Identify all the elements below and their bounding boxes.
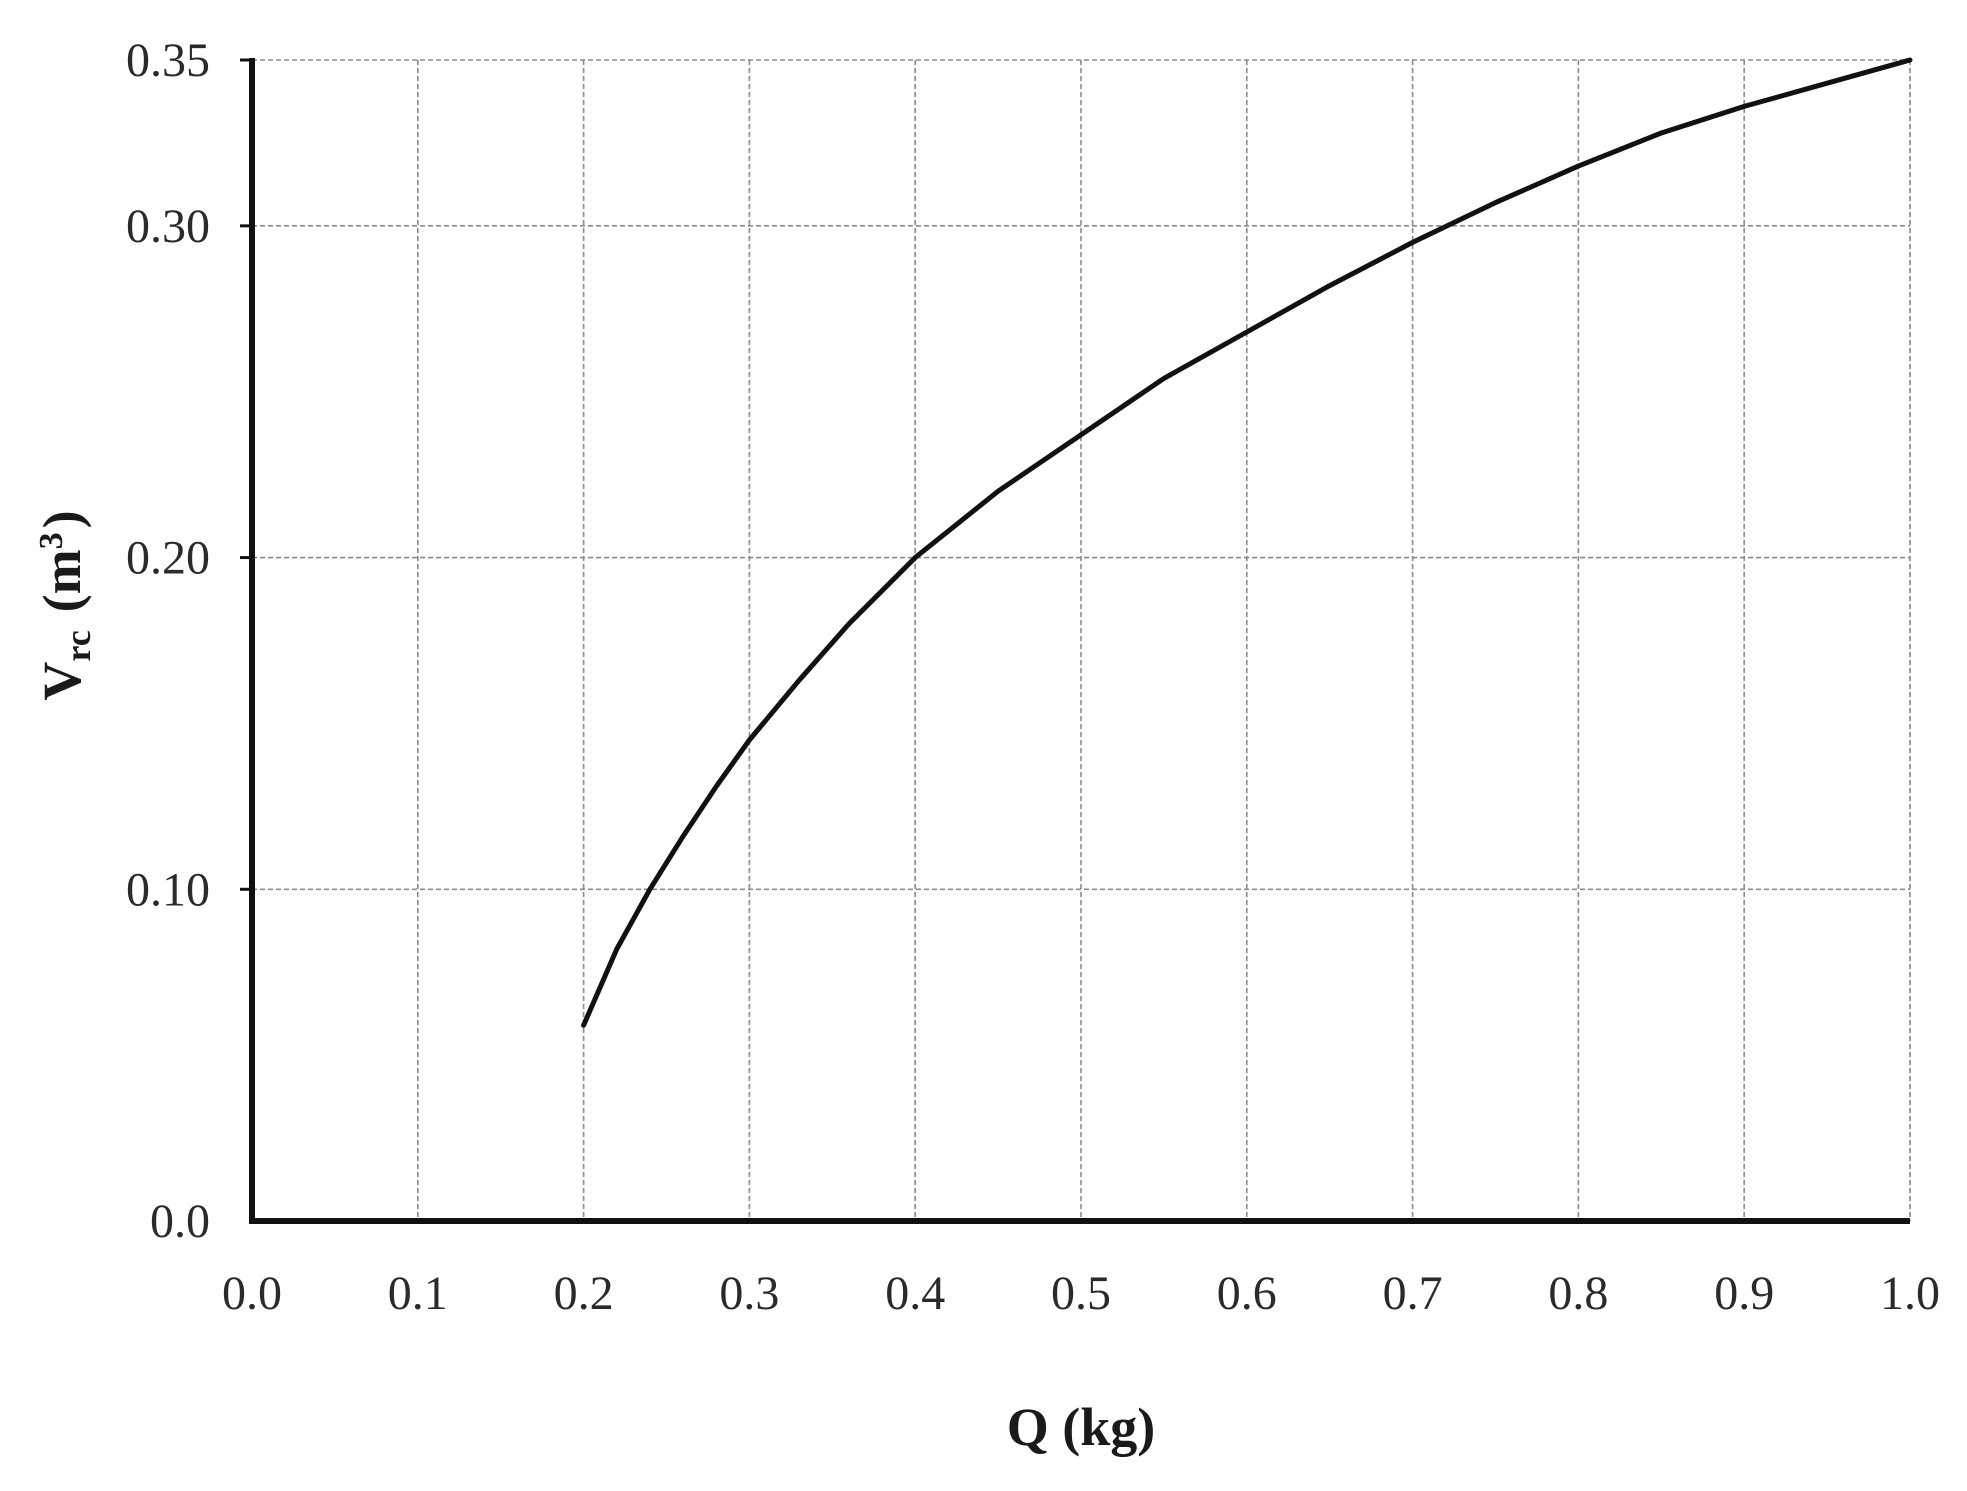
data-series-line: [581, 57, 1913, 1028]
x-tick-label: 0.8: [1548, 1267, 1608, 1320]
y-axis-title-subscript: rc: [58, 630, 98, 661]
x-tick-label: 0.9: [1714, 1267, 1774, 1320]
grid: [252, 59, 1911, 1221]
y-axis-title-main: V: [32, 662, 92, 701]
y-tick-label: 0.0: [150, 1195, 210, 1248]
x-tick-label: 0.0: [222, 1267, 282, 1320]
x-tick-label: 0.4: [885, 1267, 945, 1320]
y-tick-labels: 0.0 0.10 0.20 0.30 0.35: [126, 34, 210, 1248]
x-tick-label: 0.6: [1217, 1267, 1277, 1320]
x-tick-label: 0.7: [1383, 1267, 1443, 1320]
series-layer: [581, 57, 1913, 1028]
y-axis-title: Vrc (m3): [32, 510, 98, 700]
y-tick-label: 0.30: [126, 200, 210, 253]
y-axis-title-unit-open: (m: [32, 549, 92, 612]
y-axis-title-superscript: 3: [33, 532, 70, 549]
y-tick-label: 0.10: [126, 863, 210, 916]
x-tick-labels: 0.0 0.1 0.2 0.3 0.4 0.5 0.6 0.7 0.8 0.9 1.0: [222, 1267, 1940, 1320]
y-axis-title-unit-close: ): [32, 510, 92, 528]
x-tick-label: 0.3: [719, 1267, 779, 1320]
axes: [240, 58, 1910, 1224]
x-axis-title: Q (kg): [1007, 1397, 1156, 1457]
x-tick-label: 1.0: [1880, 1267, 1940, 1320]
y-tick-label: 0.20: [126, 532, 210, 585]
x-tick-label: 0.5: [1051, 1267, 1111, 1320]
x-tick-label: 0.2: [554, 1267, 614, 1320]
y-tick-label: 0.35: [126, 34, 210, 87]
svg-text:Vrc(m3): Vrc (m3): [32, 510, 98, 700]
x-tick-label: 0.1: [388, 1267, 448, 1320]
